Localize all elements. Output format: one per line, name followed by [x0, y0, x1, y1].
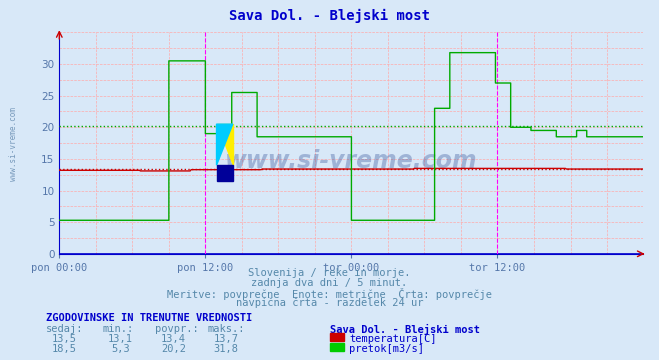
Text: www.si-vreme.com: www.si-vreme.com	[225, 149, 477, 173]
Text: 13,7: 13,7	[214, 334, 239, 344]
Text: min.:: min.:	[102, 324, 133, 334]
Text: 31,8: 31,8	[214, 344, 239, 354]
Text: navpična črta - razdelek 24 ur: navpična črta - razdelek 24 ur	[236, 297, 423, 308]
Text: www.si-vreme.com: www.si-vreme.com	[9, 107, 18, 181]
Text: ZGODOVINSKE IN TRENUTNE VREDNOSTI: ZGODOVINSKE IN TRENUTNE VREDNOSTI	[46, 313, 252, 323]
Text: sedaj:: sedaj:	[46, 324, 84, 334]
Text: 18,5: 18,5	[52, 344, 77, 354]
Polygon shape	[217, 124, 233, 165]
Text: maks.:: maks.:	[208, 324, 245, 334]
Text: zadnja dva dni / 5 minut.: zadnja dva dni / 5 minut.	[251, 278, 408, 288]
Text: Sava Dol. - Blejski most: Sava Dol. - Blejski most	[229, 9, 430, 23]
Text: 13,1: 13,1	[108, 334, 133, 344]
Text: Slovenija / reke in morje.: Slovenija / reke in morje.	[248, 268, 411, 278]
Text: 20,2: 20,2	[161, 344, 186, 354]
Polygon shape	[217, 124, 233, 165]
Text: povpr.:: povpr.:	[155, 324, 198, 334]
Text: 5,3: 5,3	[111, 344, 130, 354]
Text: Meritve: povprečne  Enote: metrične  Črta: povprečje: Meritve: povprečne Enote: metrične Črta:…	[167, 288, 492, 300]
Text: Sava Dol. - Blejski most: Sava Dol. - Blejski most	[330, 324, 480, 335]
Text: 13,4: 13,4	[161, 334, 186, 344]
Bar	[217, 165, 233, 181]
Text: pretok[m3/s]: pretok[m3/s]	[349, 344, 424, 354]
Text: temperatura[C]: temperatura[C]	[349, 334, 437, 344]
Text: 13,5: 13,5	[52, 334, 77, 344]
